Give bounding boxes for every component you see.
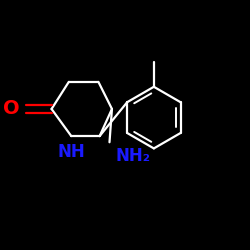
Text: NH₂: NH₂	[116, 147, 151, 165]
Text: NH: NH	[58, 143, 85, 161]
Text: O: O	[3, 100, 20, 118]
